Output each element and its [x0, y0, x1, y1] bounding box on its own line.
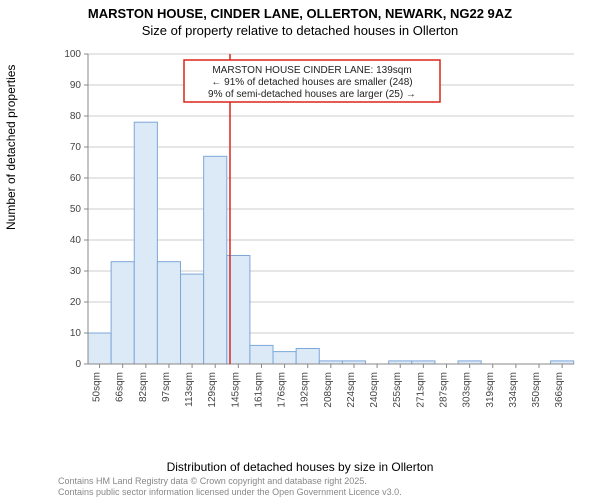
y-tick-label: 50: [70, 204, 82, 215]
histogram-bar: [273, 352, 296, 364]
y-tick-label: 0: [75, 359, 81, 370]
x-tick-label: 366sqm: [554, 372, 565, 408]
x-tick-label: 334sqm: [508, 372, 519, 408]
x-tick-label: 240sqm: [369, 372, 380, 408]
attribution-footer: Contains HM Land Registry data © Crown c…: [58, 476, 590, 499]
x-tick-label: 192sqm: [300, 372, 311, 408]
x-tick-label: 145sqm: [230, 372, 241, 408]
x-tick-label: 224sqm: [346, 372, 357, 408]
histogram-bar: [134, 122, 157, 364]
chart-title-description: Size of property relative to detached ho…: [0, 23, 600, 40]
footer-line-1: Contains HM Land Registry data © Crown c…: [58, 476, 590, 487]
histogram-bar: [157, 262, 180, 364]
annotation-line-3: 9% of semi-detached houses are larger (2…: [208, 89, 416, 100]
y-tick-label: 10: [70, 328, 82, 339]
x-tick-label: 82sqm: [138, 372, 149, 402]
x-tick-label: 350sqm: [531, 372, 542, 408]
x-tick-label: 303sqm: [462, 372, 473, 408]
annotation-line-1: MARSTON HOUSE CINDER LANE: 139sqm: [212, 65, 411, 76]
annotation-line-2: ← 91% of detached houses are smaller (24…: [211, 77, 412, 88]
histogram-bar: [88, 333, 111, 364]
histogram-svg: 0 10 20 30 40 50 60 70 80 90 100 50sqm 66sqm 82sqm 97s…: [58, 48, 578, 418]
x-tick-label: 208sqm: [323, 372, 334, 408]
histogram-bar: [181, 274, 204, 364]
y-tick-label: 60: [70, 173, 82, 184]
x-axis-label: Distribution of detached houses by size …: [0, 460, 600, 474]
histogram-bar: [250, 345, 273, 364]
x-tick-label: 255sqm: [392, 372, 403, 408]
y-tick-label: 80: [70, 111, 82, 122]
histogram-bar: [111, 262, 134, 364]
x-tick-label: 113sqm: [184, 372, 195, 407]
y-tick-label: 90: [70, 80, 82, 91]
x-tick-label: 319sqm: [485, 372, 496, 408]
y-tick-label: 100: [64, 49, 81, 60]
footer-line-2: Contains public sector information licen…: [58, 487, 590, 498]
y-tick-label: 70: [70, 142, 82, 153]
chart-plot-area: 0 10 20 30 40 50 60 70 80 90 100 50sqm 66sqm 82sqm 97s…: [58, 48, 578, 418]
x-tick-label: 287sqm: [438, 372, 449, 408]
y-tick-label: 40: [70, 235, 82, 246]
y-axis-label: Number of detached properties: [4, 65, 18, 230]
x-tick-label: 176sqm: [277, 372, 288, 408]
y-tick-label: 30: [70, 266, 82, 277]
x-tick-label: 66sqm: [115, 372, 126, 402]
x-tick-label: 271sqm: [415, 372, 426, 408]
x-tick-label: 129sqm: [207, 372, 218, 408]
histogram-bar: [204, 156, 227, 364]
y-tick-label: 20: [70, 297, 82, 308]
x-tick-label: 50sqm: [92, 372, 103, 402]
x-tick-label: 97sqm: [161, 372, 172, 402]
x-tick-label: 161sqm: [253, 372, 264, 408]
histogram-bar: [296, 349, 319, 365]
chart-title-address: MARSTON HOUSE, CINDER LANE, OLLERTON, NE…: [0, 0, 600, 23]
